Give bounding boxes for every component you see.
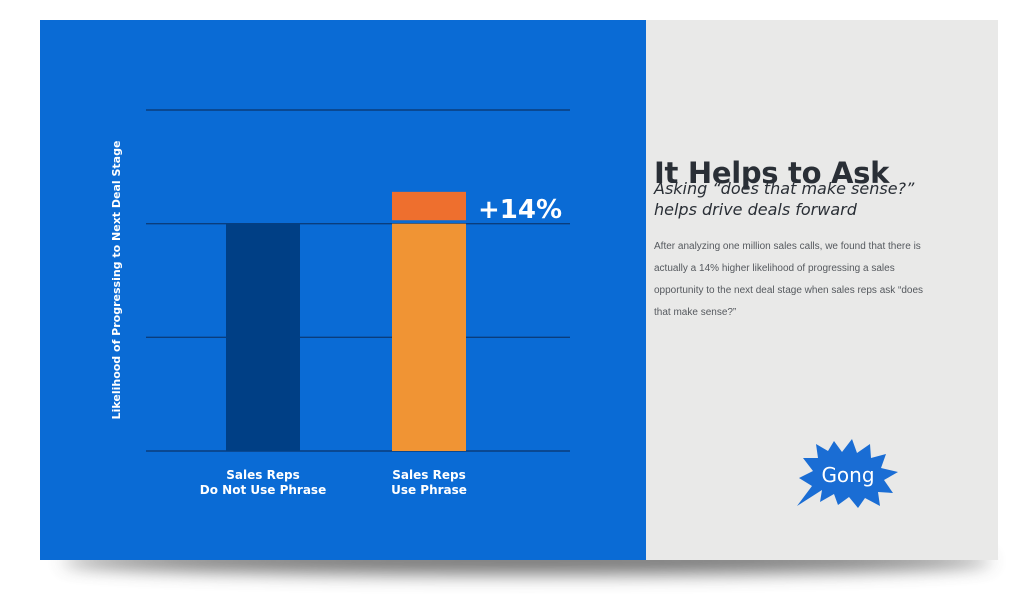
body-paragraph: After analyzing one million sales calls,… (654, 241, 924, 318)
bar-do-not-use-phrase (226, 223, 300, 451)
bar-use-phrase-increment (392, 191, 466, 221)
x-tick-label: Sales Reps Use Phrase (391, 468, 467, 497)
bar-use-phrase (392, 223, 466, 451)
x-axis-labels: Sales Reps Do Not Use Phrase Sales Reps Use… (200, 468, 467, 497)
gong-logo-text: Gong (821, 463, 874, 487)
headline: It Helps to Ask (654, 156, 890, 190)
starburst-icon (797, 439, 898, 508)
bars (226, 191, 466, 451)
slide-card: +14% Sales Reps Do Not Use Phrase Sales Re… (40, 20, 998, 560)
gridlines (146, 109, 570, 452)
x-tick-label: Sales Reps Do Not Use Phrase (200, 468, 326, 497)
gong-logo: Gong (797, 439, 898, 508)
chart-panel: +14% Sales Reps Do Not Use Phrase Sales Re… (40, 20, 646, 560)
increase-annotation: +14% (478, 195, 562, 225)
y-axis-label: Likelihood of Progressing to Next Deal S… (110, 141, 123, 420)
subheadline: Asking “does that make sense?” helps dri… (654, 179, 915, 219)
